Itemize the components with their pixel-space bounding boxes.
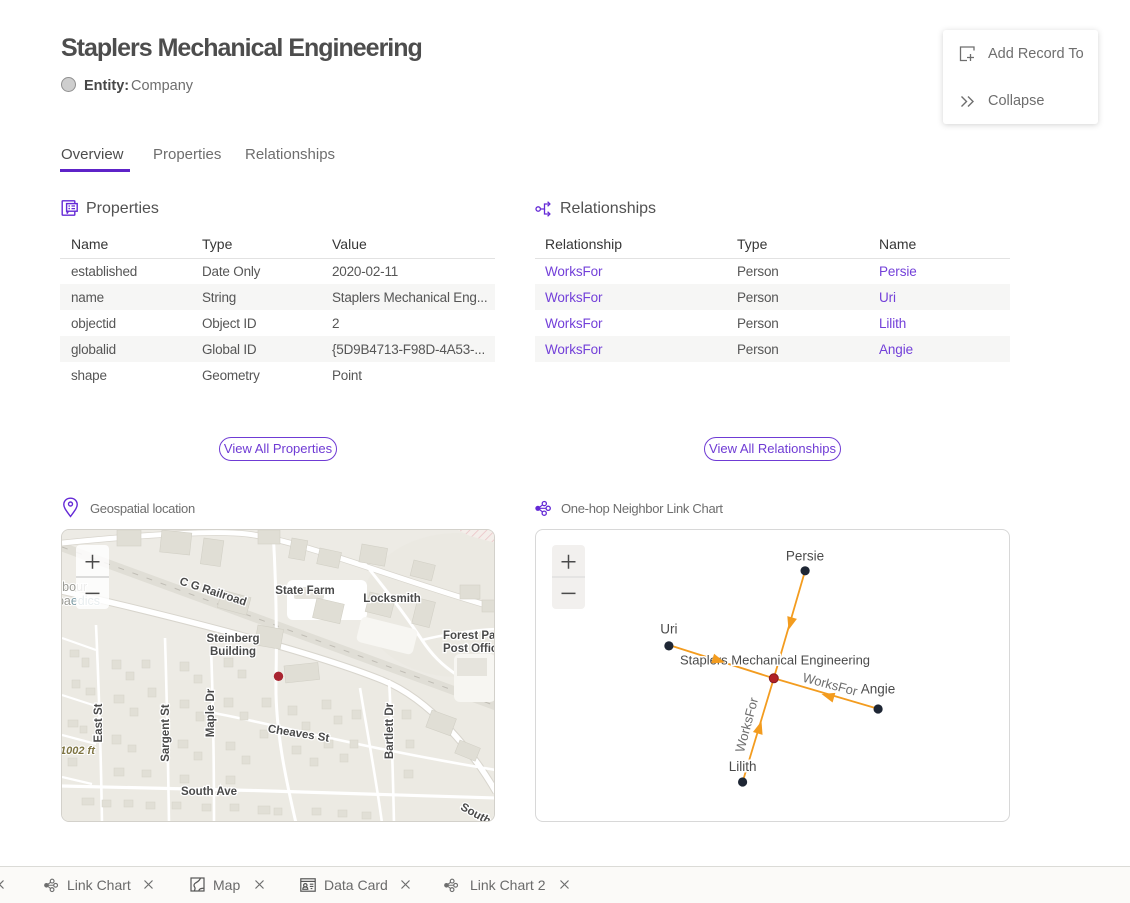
- svg-text:Forest Park: Forest Park: [443, 630, 495, 642]
- svg-text:Persie: Persie: [786, 549, 824, 564]
- svg-text:South Ave: South Ave: [181, 786, 237, 798]
- svg-text:Building: Building: [210, 646, 256, 658]
- svg-text:Locksmith: Locksmith: [363, 593, 421, 605]
- svg-text:Angie: Angie: [861, 681, 896, 696]
- svg-text:East St: East St: [93, 703, 105, 742]
- svg-text:State Farm: State Farm: [275, 585, 334, 597]
- svg-text:Uri: Uri: [660, 622, 677, 637]
- svg-text:Steinberg: Steinberg: [206, 633, 259, 645]
- svg-text:Lilith: Lilith: [729, 759, 757, 774]
- svg-text:Post Office: Post Office: [443, 643, 495, 655]
- svg-text:1002 ft: 1002 ft: [62, 745, 96, 757]
- svg-text:Sargent St: Sargent St: [160, 704, 172, 762]
- svg-text:Maple Dr: Maple Dr: [205, 688, 217, 737]
- svg-text:WorksFor: WorksFor: [732, 695, 761, 754]
- svg-text:Staplers Mechanical Engineerin: Staplers Mechanical Engineering: [680, 653, 870, 668]
- svg-text:Bartlett Dr: Bartlett Dr: [384, 702, 396, 759]
